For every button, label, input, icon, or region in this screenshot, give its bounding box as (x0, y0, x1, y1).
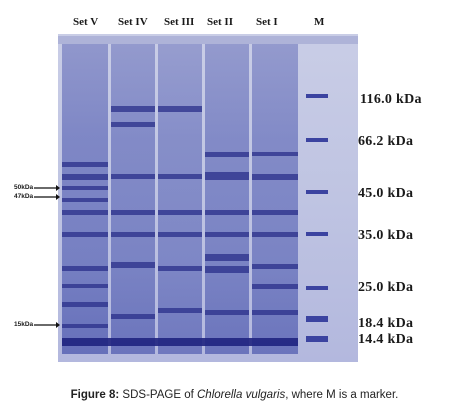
left-label-47kda: 47kDa (14, 193, 34, 200)
left-label-15kda: 15kDa (14, 321, 34, 328)
mw-label-25: 25.0 kDa (358, 280, 414, 295)
caption-text-1: SDS-PAGE of (122, 389, 194, 401)
figure-caption: Figure 8: SDS-PAGE of Chlorella vulgaris… (0, 389, 469, 401)
lane-label-marker: M (314, 16, 325, 28)
mw-label-45: 45.0 kDa (358, 186, 414, 201)
left-arrows (34, 185, 60, 328)
mw-label-14-4: 14.4 kDa (358, 332, 414, 347)
lane-label-set-iv: Set IV (118, 16, 148, 28)
mw-label-116: 116.0 kDa (360, 92, 422, 107)
gel-image (58, 34, 358, 362)
lane-label-set-v: Set V (73, 16, 99, 28)
mw-label-35: 35.0 kDa (358, 228, 414, 243)
caption-text-2: , where M is a marker. (285, 389, 399, 401)
left-label-50kda: 50kDa (14, 184, 34, 191)
mw-label-66-2: 66.2 kDa (358, 134, 414, 149)
caption-lead: Figure 8: (70, 389, 120, 401)
lane-label-set-ii: Set II (207, 16, 233, 28)
lane-label-set-i: Set I (256, 16, 278, 28)
caption-species: Chlorella vulgaris (197, 389, 286, 401)
lane-label-set-iii: Set III (164, 16, 195, 28)
mw-label-18-4: 18.4 kDa (358, 316, 414, 331)
